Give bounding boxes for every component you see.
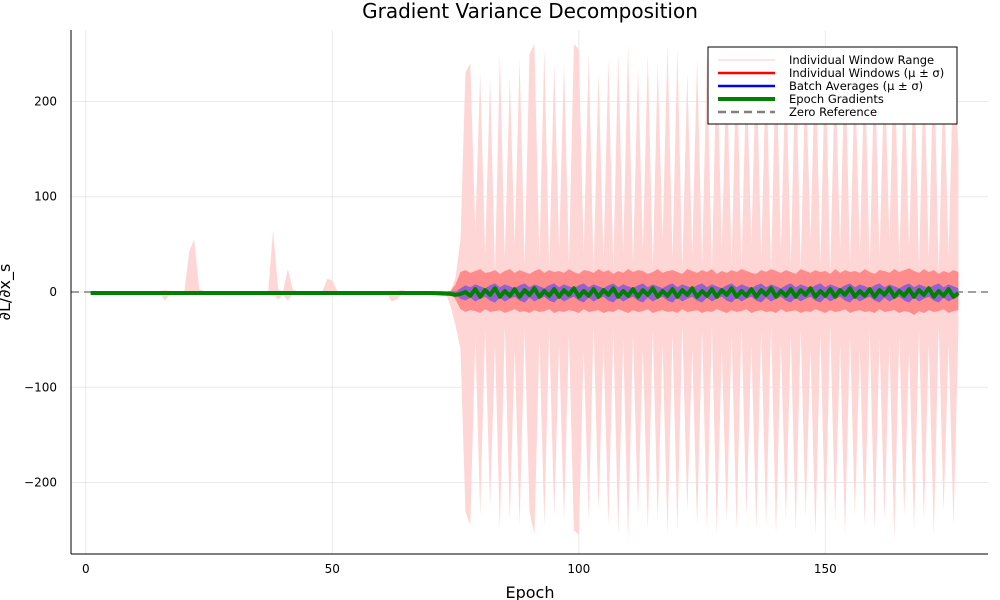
epoch-gradient-path [90,286,960,299]
legend-label: Individual Window Range [789,53,934,67]
legend-label: Batch Averages (μ ± σ) [789,79,923,93]
chart-title: Gradient Variance Decomposition [362,0,698,23]
y-axis-label: ∂L/∂x_s [0,264,15,321]
legend-label: Epoch Gradients [789,92,884,106]
tick-labels: 0 50 100 150 −200 −100 0 100 200 [24,94,837,576]
x-tick-label: 0 [82,562,90,576]
y-tick-label: −200 [24,476,57,490]
y-tick-label: −100 [24,380,57,394]
x-tick-label: 50 [325,562,340,576]
axes [70,30,988,555]
epoch-gradient-line [90,286,960,299]
legend-label: Zero Reference [789,105,877,119]
y-tick-label: 200 [34,94,57,108]
x-axis-label: Epoch [506,583,555,600]
y-tick-label: 0 [49,285,57,299]
x-tick-label: 150 [814,562,837,576]
y-tick-label: 100 [34,190,57,204]
legend-label: Individual Windows (μ ± σ) [789,66,944,80]
x-tick-label: 100 [567,562,590,576]
